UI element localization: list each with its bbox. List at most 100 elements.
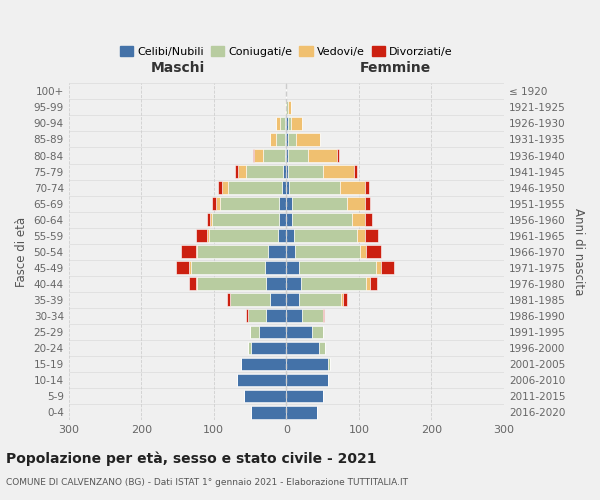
- Bar: [227, 181, 282, 194]
- Bar: [266, 278, 286, 290]
- Bar: [286, 230, 293, 242]
- Bar: [299, 294, 341, 306]
- Bar: [189, 262, 191, 274]
- Bar: [292, 197, 347, 210]
- Bar: [299, 262, 376, 274]
- Bar: [286, 358, 328, 370]
- Bar: [210, 214, 212, 226]
- Bar: [209, 230, 278, 242]
- Bar: [276, 133, 285, 146]
- Bar: [268, 246, 286, 258]
- Bar: [301, 278, 366, 290]
- Bar: [206, 214, 210, 226]
- Bar: [366, 246, 380, 258]
- Bar: [282, 181, 286, 194]
- Bar: [319, 342, 325, 354]
- Bar: [189, 278, 196, 290]
- Bar: [241, 358, 286, 370]
- Text: Popolazione per età, sesso e stato civile - 2021: Popolazione per età, sesso e stato civil…: [6, 451, 377, 466]
- Bar: [251, 342, 286, 354]
- Bar: [347, 197, 365, 210]
- Bar: [279, 214, 286, 226]
- Bar: [227, 294, 230, 306]
- Bar: [361, 246, 366, 258]
- Bar: [191, 262, 265, 274]
- Text: Femmine: Femmine: [359, 61, 431, 75]
- Bar: [196, 278, 197, 290]
- Bar: [238, 165, 245, 178]
- Bar: [248, 310, 266, 322]
- Bar: [337, 149, 338, 162]
- Bar: [376, 262, 382, 274]
- Bar: [323, 165, 354, 178]
- Bar: [358, 230, 365, 242]
- Bar: [286, 149, 288, 162]
- Bar: [365, 197, 370, 210]
- Bar: [286, 374, 328, 386]
- Bar: [285, 101, 286, 114]
- Bar: [352, 214, 365, 226]
- Bar: [288, 149, 308, 162]
- Bar: [253, 149, 254, 162]
- Bar: [271, 294, 286, 306]
- Bar: [245, 310, 248, 322]
- Bar: [263, 149, 285, 162]
- Bar: [230, 294, 271, 306]
- Bar: [265, 262, 286, 274]
- Bar: [302, 310, 323, 322]
- Bar: [218, 181, 222, 194]
- Bar: [286, 294, 299, 306]
- Bar: [328, 358, 330, 370]
- Bar: [286, 326, 311, 338]
- Bar: [292, 117, 302, 130]
- Bar: [286, 262, 299, 274]
- Bar: [285, 149, 286, 162]
- Bar: [251, 406, 286, 418]
- Bar: [286, 342, 319, 354]
- Y-axis label: Fasce di età: Fasce di età: [15, 216, 28, 287]
- Bar: [176, 262, 189, 274]
- Bar: [212, 214, 279, 226]
- Bar: [296, 133, 320, 146]
- Bar: [248, 342, 251, 354]
- Bar: [354, 165, 358, 178]
- Text: COMUNE DI CALVENZANO (BG) - Dati ISTAT 1° gennaio 2021 - Elaborazione TUTTITALIA: COMUNE DI CALVENZANO (BG) - Dati ISTAT 1…: [6, 478, 408, 487]
- Bar: [280, 117, 285, 130]
- Bar: [292, 214, 352, 226]
- Bar: [235, 165, 238, 178]
- Bar: [286, 214, 292, 226]
- Bar: [365, 230, 378, 242]
- Bar: [286, 181, 289, 194]
- Bar: [197, 246, 268, 258]
- Bar: [286, 133, 288, 146]
- Bar: [196, 246, 197, 258]
- Bar: [365, 181, 369, 194]
- Bar: [293, 230, 358, 242]
- Bar: [181, 246, 196, 258]
- Bar: [286, 165, 289, 178]
- Bar: [311, 326, 323, 338]
- Bar: [340, 181, 365, 194]
- Bar: [283, 165, 286, 178]
- Bar: [285, 117, 286, 130]
- Bar: [295, 246, 361, 258]
- Bar: [222, 181, 227, 194]
- Bar: [289, 165, 323, 178]
- Bar: [207, 230, 209, 242]
- Bar: [286, 310, 302, 322]
- Y-axis label: Anni di nascita: Anni di nascita: [572, 208, 585, 296]
- Bar: [212, 197, 216, 210]
- Text: Maschi: Maschi: [151, 61, 205, 75]
- Bar: [266, 310, 286, 322]
- Bar: [288, 117, 292, 130]
- Bar: [288, 101, 290, 114]
- Bar: [286, 390, 323, 402]
- Bar: [286, 278, 301, 290]
- Bar: [343, 294, 347, 306]
- Bar: [286, 117, 288, 130]
- Bar: [245, 165, 283, 178]
- Bar: [341, 294, 343, 306]
- Legend: Celibi/Nubili, Coniugati/e, Vedovi/e, Divorziati/e: Celibi/Nubili, Coniugati/e, Vedovi/e, Di…: [115, 42, 457, 62]
- Bar: [271, 133, 276, 146]
- Bar: [365, 214, 372, 226]
